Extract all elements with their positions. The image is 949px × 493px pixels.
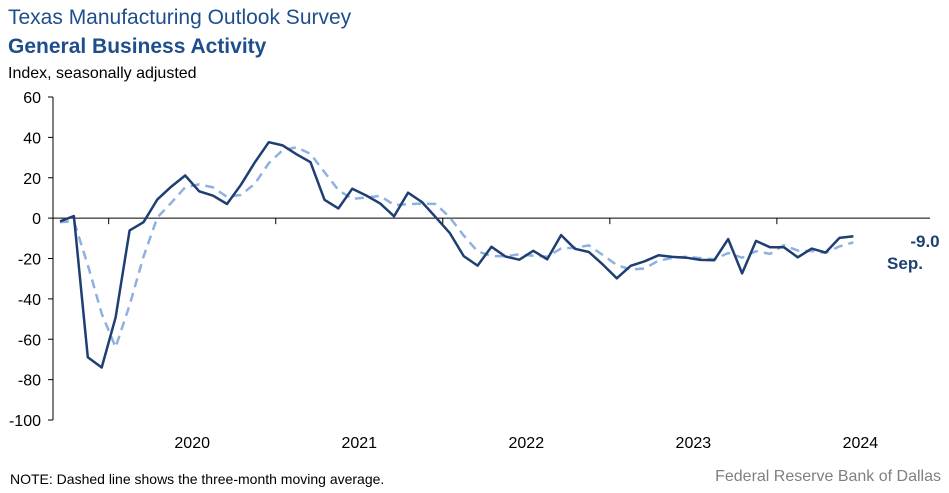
y-tick-label: -60 [18, 332, 41, 349]
chart-title: Texas Manufacturing Outlook Survey [8, 6, 352, 29]
x-tick-label: 2020 [174, 435, 210, 452]
latest-month-label: Sep. [887, 254, 923, 273]
x-tick-label: 2024 [843, 435, 879, 452]
x-tick-label: 2023 [676, 435, 712, 452]
y-tick-label: 20 [23, 171, 41, 188]
y-tick-label: 60 [23, 90, 41, 107]
source-label: Federal Reserve Bank of Dallas [715, 468, 941, 485]
y-tick-label: 0 [32, 211, 41, 228]
y-tick-label: -40 [18, 292, 41, 309]
y-tick-label: -20 [18, 252, 41, 269]
latest-value-label: -9.0 [910, 232, 939, 251]
footnote: NOTE: Dashed line shows the three-month … [10, 471, 385, 487]
x-tick-label: 2021 [341, 435, 377, 452]
y-tick-label: -80 [18, 373, 41, 390]
moving-average-line [59, 146, 854, 349]
x-tick-label: 2022 [509, 435, 545, 452]
y-tick-label: 40 [23, 130, 41, 147]
y-tick-label: -100 [9, 413, 41, 430]
y-axis-label: Index, seasonally adjusted [8, 65, 197, 82]
index-line [59, 140, 854, 369]
chart-subtitle: General Business Activity [8, 35, 267, 58]
